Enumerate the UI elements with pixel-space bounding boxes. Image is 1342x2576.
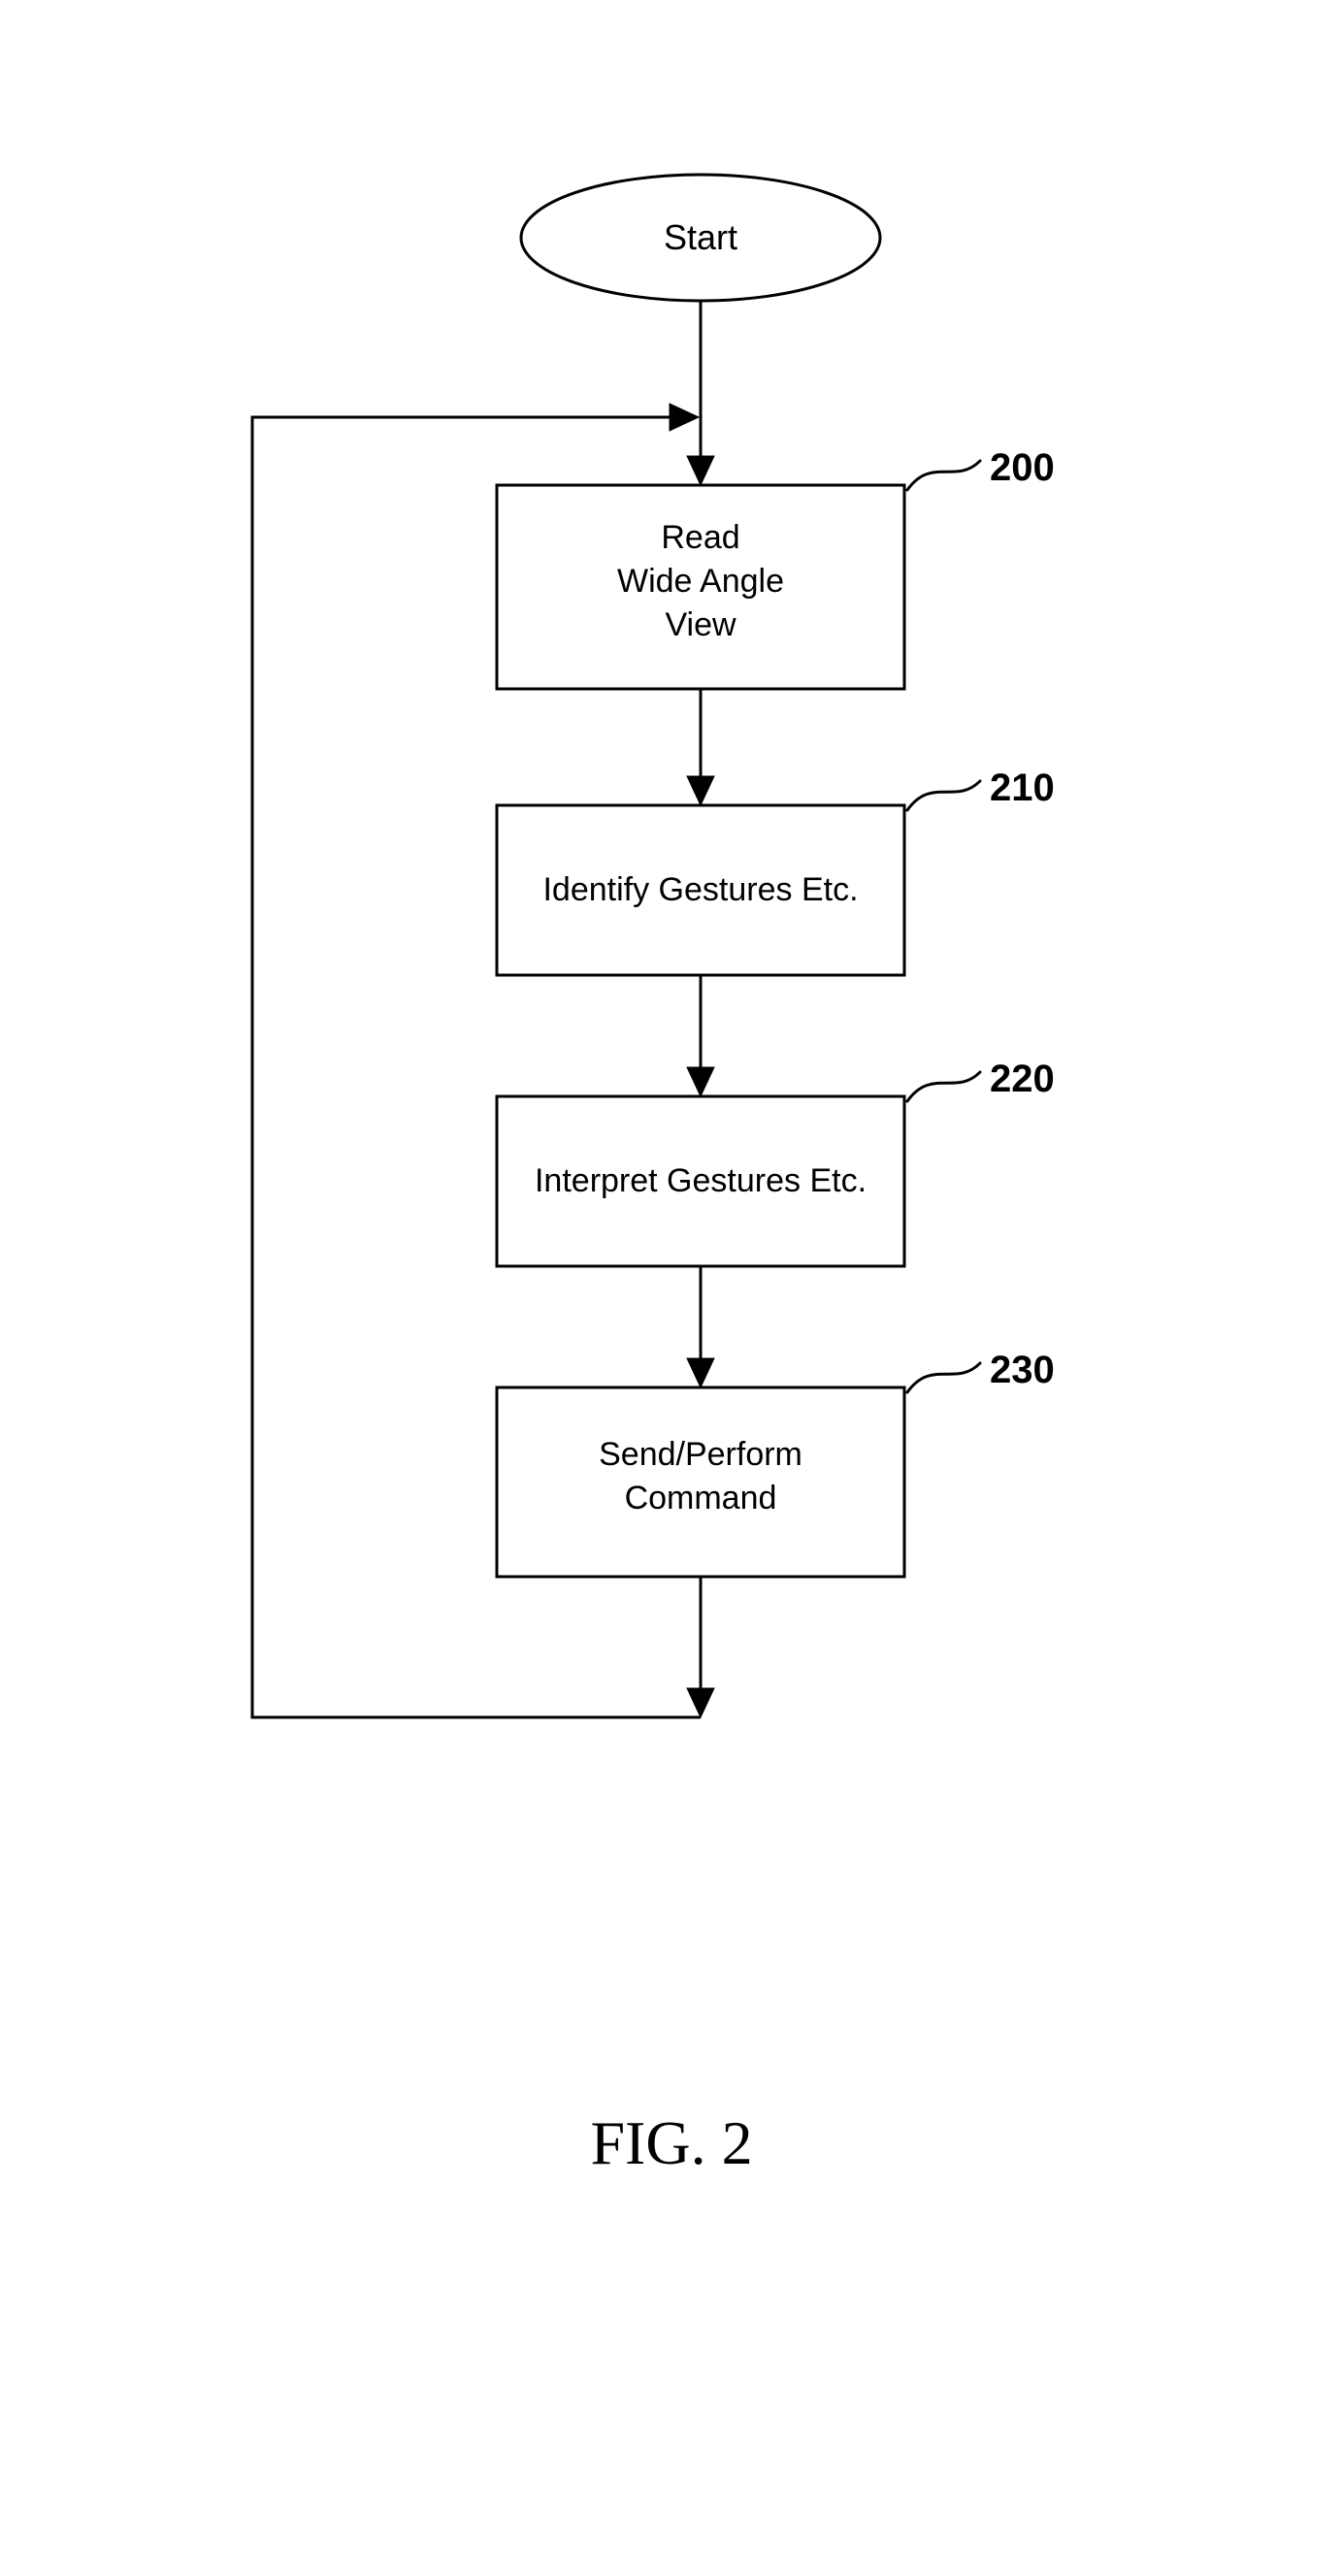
ref-tick-200 (907, 461, 980, 490)
start-label: Start (664, 217, 737, 257)
ref-label-230: 230 (990, 1349, 1055, 1391)
arrow-loop-back (670, 404, 699, 431)
figure-caption: FIG. 2 (590, 2108, 752, 2177)
arrow-230-down (687, 1688, 714, 1717)
arrow-220-230 (687, 1358, 714, 1387)
node-200-line2: Wide Angle (617, 563, 784, 600)
ref-label-210: 210 (990, 766, 1055, 809)
arrow-210-220 (687, 1067, 714, 1096)
node-230-line2: Command (625, 1480, 777, 1516)
node-200-line3: View (665, 606, 736, 643)
arrow-200-210 (687, 776, 714, 805)
node-220-line1: Interpret Gestures Etc. (535, 1162, 867, 1199)
node-230-line1: Send/Perform (599, 1436, 802, 1473)
ref-tick-210 (907, 781, 980, 810)
node-210-line1: Identify Gestures Etc. (542, 871, 858, 908)
arrow-start-n200 (687, 456, 714, 485)
ref-label-200: 200 (990, 446, 1055, 489)
node-200-line1: Read (661, 519, 739, 556)
ref-tick-220 (907, 1072, 980, 1101)
ref-tick-230 (907, 1363, 980, 1392)
flowchart-svg: Start Read Wide Angle View 200 Identify … (0, 0, 1342, 2576)
ref-label-220: 220 (990, 1058, 1055, 1100)
